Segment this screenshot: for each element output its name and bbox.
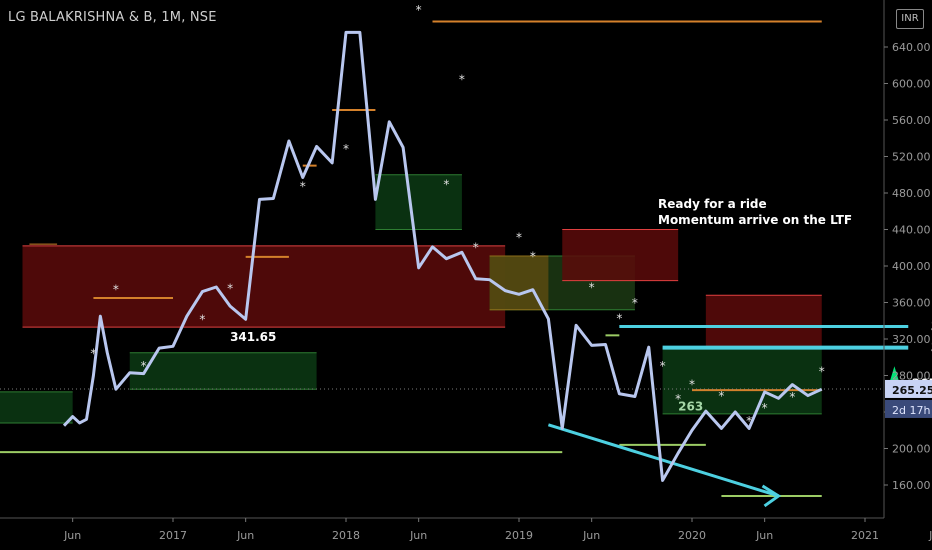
price-label-4: 263 <box>678 400 703 414</box>
x-tick-label-1: 2017 <box>159 529 187 542</box>
pivot-star-22: * <box>819 365 825 379</box>
y-tick-label-5: 360.00 <box>892 297 931 310</box>
x-tick-label-7: 2020 <box>678 529 706 542</box>
pivot-star-13: * <box>589 281 595 295</box>
x-tick-label-0: Jun <box>63 529 81 542</box>
x-tick-label-10: Jun <box>928 529 932 542</box>
pivot-star-20: * <box>762 401 768 415</box>
y-tick-label-11: 600.00 <box>892 78 931 91</box>
pivot-star-0: * <box>416 3 422 17</box>
y-tick-label-0: 160.00 <box>892 479 931 492</box>
price-label-1: 333.65 <box>931 320 932 334</box>
x-tick-label-6: Jun <box>582 529 600 542</box>
annotation-note: Ready for a ride Momentum arrive on the … <box>658 196 852 228</box>
countdown-badge-value: 2d 17h <box>892 404 930 417</box>
pivot-star-5: * <box>113 282 119 296</box>
x-tick-label-2: Jun <box>236 529 254 542</box>
y-tick-label-8: 480.00 <box>892 187 931 200</box>
y-tick-label-3: 280.00 <box>892 370 931 383</box>
current-price-badge: 265.25 2d 17h <box>885 379 932 418</box>
pivot-star-14: * <box>616 312 622 326</box>
price-badge-value: 265.25 <box>892 384 932 397</box>
zone-6 <box>562 229 679 281</box>
y-tick-label-6: 400.00 <box>892 260 931 273</box>
pivot-star-19: * <box>746 414 752 428</box>
x-tick-label-3: 2018 <box>332 529 360 542</box>
y-tick-label-12: 640.00 <box>892 41 931 54</box>
y-axis[interactable]: 160.00200.00240.00280.00320.00360.00400.… <box>884 41 931 492</box>
pivot-star-23: * <box>675 392 681 406</box>
y-tick-label-9: 520.00 <box>892 151 931 164</box>
price-label-2: 310.50 <box>931 341 932 355</box>
pivot-star-12: * <box>530 250 536 264</box>
x-tick-label-5: 2019 <box>505 529 533 542</box>
currency-button[interactable]: INR <box>896 9 924 29</box>
price-line <box>62 30 823 482</box>
zone-1 <box>0 391 73 423</box>
price-badge-bg <box>885 379 932 398</box>
pivot-star-10: * <box>473 240 479 254</box>
y-tick-label-1: 200.00 <box>892 443 931 456</box>
zone-7 <box>705 295 822 349</box>
zone-8 <box>662 348 822 414</box>
pivot-star-18: * <box>718 389 724 403</box>
y-tick-label-10: 560.00 <box>892 114 931 127</box>
price-label-0: 341.65 <box>230 330 276 344</box>
pivot-stars: * * * * * * * * * * * * * * * * * * * * * * * * <box>90 3 824 428</box>
divergence-line <box>547 423 779 498</box>
pivot-star-7: * <box>199 312 205 326</box>
note-line-1: Ready for a ride <box>658 197 767 211</box>
pivot-star-21: * <box>789 390 795 404</box>
x-tick-label-8: Jun <box>755 529 773 542</box>
pivot-star-1: * <box>459 73 465 87</box>
pivot-star-16: * <box>660 359 666 373</box>
pivot-star-8: * <box>90 346 96 360</box>
divergence-arrow <box>547 423 782 508</box>
chart-title: LG BALAKRISHNA & B, 1M, NSE <box>8 10 217 25</box>
pivot-star-15: * <box>632 296 638 310</box>
y-tick-label-7: 440.00 <box>892 224 931 237</box>
x-axis[interactable]: Jun 2017 Jun 2018 Jun 2019 Jun 2020 Jun 2021 Jun <box>63 518 932 542</box>
pivot-star-17: * <box>689 377 695 391</box>
x-tick-label-4: Jun <box>409 529 427 542</box>
pivot-star-9: * <box>141 359 147 373</box>
pivot-star-6: * <box>227 281 233 295</box>
zone-2 <box>129 352 317 390</box>
pivot-star-3: * <box>300 179 306 193</box>
countdown-badge-bg <box>885 399 932 418</box>
zone-0 <box>22 245 506 328</box>
pivot-star-2: * <box>343 142 349 156</box>
y-tick-label-4: 320.00 <box>892 333 931 346</box>
note-line-2: Momentum arrive on the LTF <box>658 213 853 227</box>
divergence-arrowhead <box>761 484 782 508</box>
zone-3 <box>375 174 462 230</box>
pivot-star-11: * <box>516 230 522 244</box>
pivot-star-4: * <box>443 177 449 191</box>
x-tick-label-9: 2021 <box>851 529 879 542</box>
